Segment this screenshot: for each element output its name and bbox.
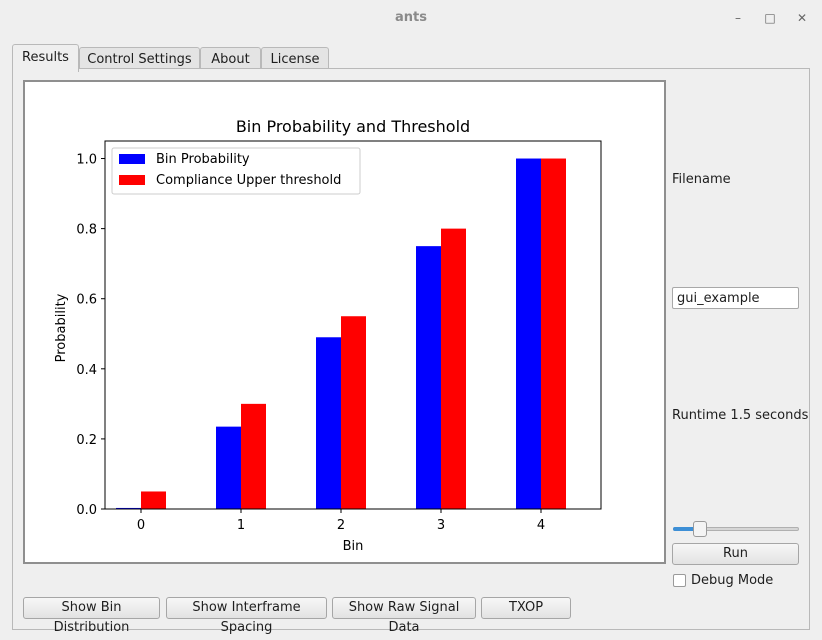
y-tick-label: 0.8 (76, 223, 97, 238)
bar-compliance-threshold-4 (541, 158, 566, 509)
results-panel: Bin Probability and Threshold Bin Probab… (12, 68, 810, 635)
legend-swatch-bin-probability (119, 154, 145, 164)
y-tick-label: 0.2 (76, 433, 97, 448)
txop-button[interactable]: TXOP (481, 597, 571, 619)
show-interframe-spacing-button[interactable]: Show Interframe Spacing (166, 597, 327, 635)
tab-results[interactable]: Results (12, 44, 79, 72)
bar-compliance-threshold-3 (441, 228, 466, 509)
y-tick-label: 0.6 (76, 293, 97, 308)
filename-input[interactable] (672, 287, 799, 309)
x-tick-label: 0 (137, 518, 145, 533)
legend-label-bin-probability: Bin Probability (156, 152, 250, 167)
ticks-group: 0 1 2 3 4 0.0 0.2 0.4 0.6 0.8 1.0 (76, 153, 545, 533)
y-tick-label: 1.0 (76, 153, 97, 168)
title-bar: ants – □ ✕ (0, 0, 822, 36)
debug-mode-label: Debug Mode (691, 573, 774, 588)
minimize-icon[interactable]: – (735, 11, 741, 25)
tab-license[interactable]: License (261, 47, 329, 72)
x-tick-label: 2 (337, 518, 345, 533)
tab-about[interactable]: About (200, 47, 261, 72)
plot-area-border (104, 140, 602, 510)
bar-compliance-threshold-1 (241, 403, 266, 509)
legend: Bin Probability Compliance Upper thresho… (111, 147, 361, 195)
bar-bin-probability-1 (216, 426, 241, 509)
chart-title: Bin Probability and Threshold (236, 117, 470, 136)
bar-bin-probability-4 (516, 158, 541, 509)
bar-bin-probability-3 (416, 246, 441, 509)
x-tick-label: 1 (237, 518, 245, 533)
y-tick-label: 0.4 (76, 363, 97, 378)
y-tick-label: 0.0 (76, 503, 97, 518)
window-title: ants (395, 10, 427, 25)
y-axis-label: Probability (54, 293, 69, 362)
tab-control-settings[interactable]: Control Settings (79, 47, 200, 72)
slider-fill (673, 527, 700, 531)
maximize-icon[interactable]: □ (764, 11, 776, 25)
bars-group (116, 158, 566, 509)
close-icon[interactable]: ✕ (796, 11, 808, 25)
bar-compliance-threshold-2 (341, 316, 366, 509)
bar-compliance-threshold-0 (141, 491, 166, 509)
legend-swatch-compliance-upper-threshold (119, 175, 145, 185)
bar-chart: Bin Probability and Threshold Bin Probab… (54, 117, 602, 554)
filename-label: Filename (672, 172, 731, 187)
x-tick-label: 3 (437, 518, 445, 533)
slider[interactable] (673, 521, 799, 537)
runtime-label: Runtime 1.5 seconds (672, 408, 809, 423)
x-axis-label: Bin (343, 539, 364, 554)
slider-handle[interactable] (693, 521, 707, 537)
legend-label-compliance-upper-threshold: Compliance Upper threshold (156, 173, 341, 188)
show-bin-distribution-button[interactable]: Show Bin Distribution (23, 597, 160, 635)
legend-box (111, 147, 361, 195)
plot-canvas: Bin Probability and Threshold Bin Probab… (23, 80, 666, 564)
x-tick-label: 4 (537, 518, 545, 533)
show-raw-signal-data-button[interactable]: Show Raw Signal Data (332, 597, 476, 635)
run-button[interactable]: Run (672, 543, 799, 565)
debug-mode-checkbox[interactable] (673, 574, 686, 587)
bar-bin-probability-0 (116, 507, 141, 509)
bar-bin-probability-2 (316, 337, 341, 509)
